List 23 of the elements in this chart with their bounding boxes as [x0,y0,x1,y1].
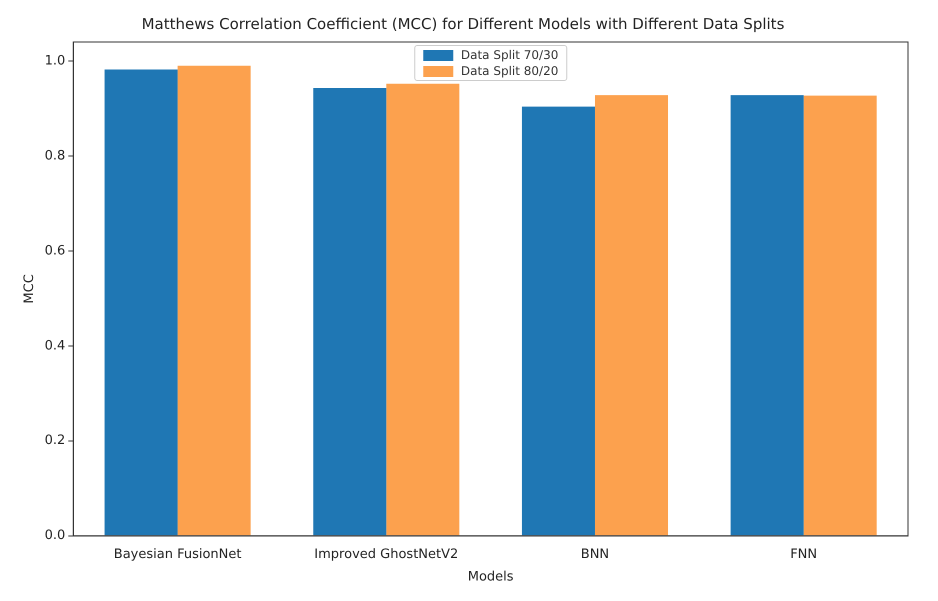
legend-label: Data Split 70/30 [460,47,558,63]
bar [730,95,804,536]
y-tick-label: 0.2 [44,433,66,448]
bar [104,70,178,536]
legend-label: Data Split 80/20 [460,63,558,79]
y-axis-title: MCC [22,274,38,304]
x-axis-title: Models [468,570,514,585]
y-tick-label: 0.0 [44,528,66,544]
y-tick-label: 0.4 [44,338,66,354]
x-tick-label: Bayesian FusionNet [114,546,242,562]
bar [594,95,668,536]
bar [386,84,460,536]
bar [313,88,386,536]
y-tick-label: 0.6 [44,243,66,258]
chart-title: Matthews Correlation Coefficient (MCC) for Different Models with Different Data Splits [142,14,785,33]
x-tick-label: FNN [790,546,818,562]
bar [522,106,595,536]
x-tick-label: Improved GhostNetV2 [314,546,458,562]
x-tick-label: BNN [580,546,610,562]
y-tick-label: 0.8 [44,148,66,164]
bar [804,96,877,536]
bar [178,66,251,536]
y-tick-label: 1.0 [44,53,66,68]
